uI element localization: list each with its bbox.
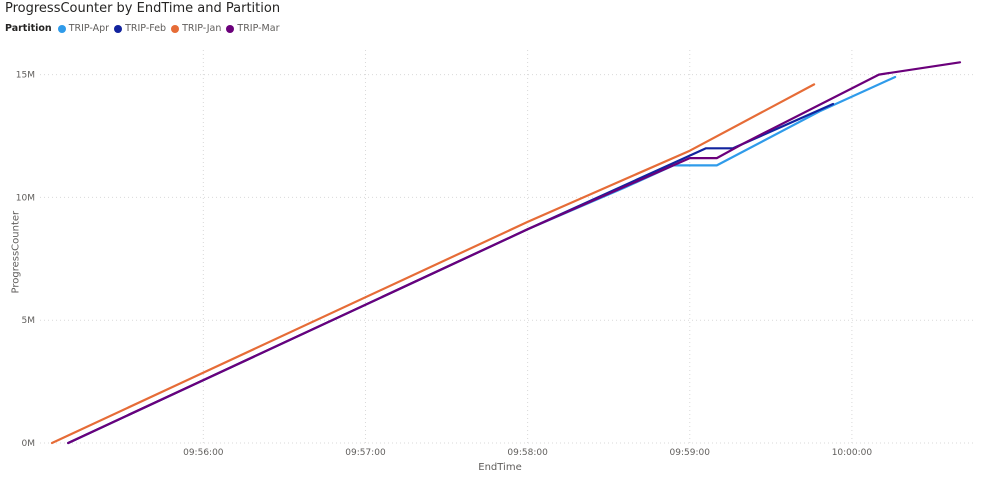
x-tick-label: 09:58:00 [507,448,548,458]
legend-item-trip-mar[interactable]: TRIP-Mar [226,23,279,34]
x-tick-label: 09:56:00 [183,448,224,458]
y-tick-label: 5M [22,316,36,326]
legend: Partition TRIP-Apr TRIP-Feb TRIP-Jan TRI… [5,23,284,34]
x-tick-label: 10:00:00 [832,448,873,458]
legend-label-trip-feb: TRIP-Feb [125,23,167,34]
series-line-trip-jan [50,83,816,445]
legend-label-trip-jan: TRIP-Jan [182,23,222,34]
legend-marker-trip-feb [114,24,123,33]
x-tick-label: 09:59:00 [670,448,711,458]
chart-title: ProgressCounter by EndTime and Partition [5,1,281,16]
legend-label-trip-apr: TRIP-Apr [68,23,110,34]
legend-marker-trip-mar [226,24,235,33]
legend-item-trip-jan[interactable]: TRIP-Jan [171,23,221,34]
y-tick-label: 10M [16,193,35,203]
series-line-trip-feb [67,102,835,445]
legend-marker-trip-jan [171,24,180,33]
legend-marker-trip-apr [57,24,66,33]
y-tick-label: 15M [16,71,35,81]
x-axis-title: EndTime [478,462,521,473]
legend-item-trip-apr[interactable]: TRIP-Apr [57,23,110,34]
series-line-trip-mar [67,61,962,445]
legend-item-trip-feb[interactable]: TRIP-Feb [114,23,166,34]
y-tick-label: 0M [22,439,36,449]
legend-label-trip-mar: TRIP-Mar [237,23,280,34]
x-tick-label: 09:57:00 [345,448,386,458]
legend-title: Partition [5,23,52,34]
